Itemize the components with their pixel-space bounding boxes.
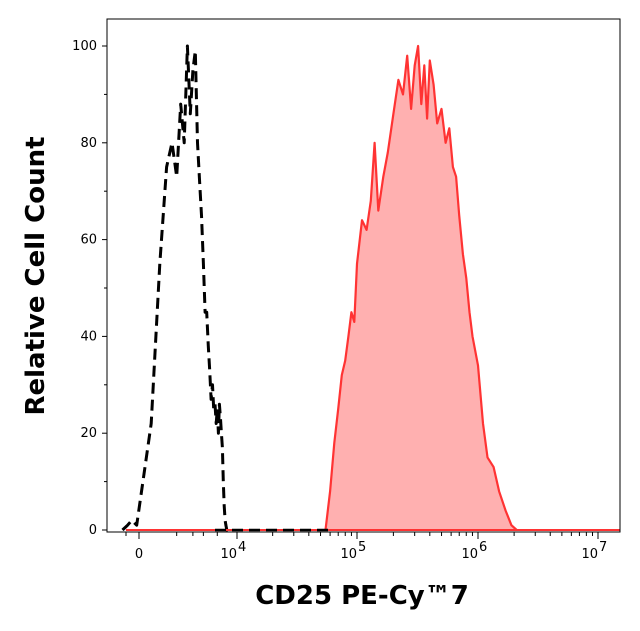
y-tick-label: 0: [89, 523, 97, 538]
series-0-line: [121, 44, 229, 532]
y-tick-label: 20: [80, 426, 97, 441]
series-1-line: [324, 44, 518, 531]
x-tick-exponent: 4: [238, 540, 246, 555]
y-axis-title: Relative Cell Count: [21, 136, 51, 415]
x-tick-exponent: 5: [358, 540, 366, 555]
y-tick-label: 60: [80, 233, 97, 248]
x-axis-title: CD25 PE-Cy™7: [255, 581, 469, 611]
x-tick-label: 10: [220, 547, 237, 562]
x-tick-label: 0: [135, 547, 143, 562]
x-tick-label: 10: [340, 547, 357, 562]
x-tick-label: 10: [581, 547, 598, 562]
y-tick-label: 100: [72, 39, 97, 54]
plot-frame: [106, 18, 621, 533]
x-tick-label: 10: [461, 547, 478, 562]
plot-area: [121, 44, 620, 532]
x-tick-exponent: 7: [599, 540, 607, 555]
y-tick-label: 80: [80, 136, 97, 151]
y-tick-label: 40: [80, 329, 97, 344]
x-tick-exponent: 6: [479, 540, 487, 555]
